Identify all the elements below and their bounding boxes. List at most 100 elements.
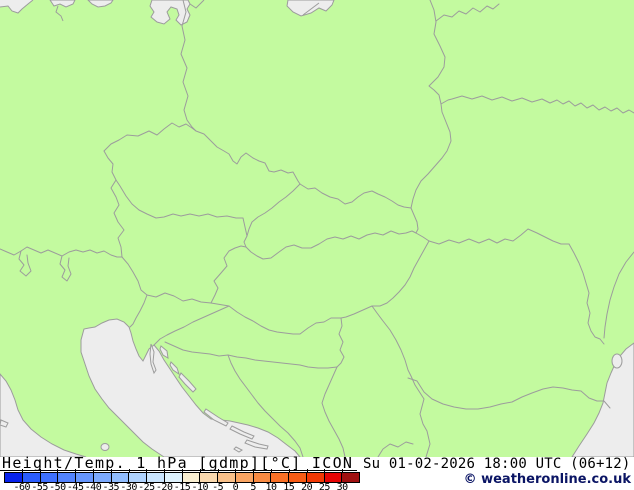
border-bosnia-serbia-drina xyxy=(321,366,346,458)
island-elba xyxy=(0,419,9,428)
title-underline xyxy=(0,470,357,471)
scale-segment-6 xyxy=(111,473,130,482)
lake-trasimeno xyxy=(100,443,110,451)
scale-tick--15 xyxy=(182,469,183,472)
scale-segment-16 xyxy=(289,473,307,482)
island-vis xyxy=(233,446,243,453)
border-romania-bulgaria-danube xyxy=(407,377,611,410)
scale-tick--60 xyxy=(21,469,23,472)
scale-label-10: 10 xyxy=(265,482,277,490)
scale-segment-4 xyxy=(76,473,94,482)
border-germany-poland xyxy=(180,0,197,132)
border-slovenia-croatia xyxy=(153,305,230,346)
island-cres xyxy=(149,343,157,375)
scale-label-30: 30 xyxy=(336,482,349,490)
scale-tick-10 xyxy=(271,469,272,472)
border-germany-austria xyxy=(110,179,125,258)
scale-segment-17 xyxy=(306,473,325,482)
scale-segment-13 xyxy=(235,473,254,482)
map-area xyxy=(0,0,634,458)
scale-label--10: -10 xyxy=(191,482,209,490)
scale-segment-1 xyxy=(22,473,41,482)
scale-segment-10 xyxy=(182,473,201,482)
border-hungary-romania xyxy=(371,240,430,307)
legend-title: Height/Temp. 1 hPa [gdmp][°C] ICON xyxy=(2,454,354,472)
ruegen-inlet xyxy=(49,0,76,8)
island-rab xyxy=(169,361,180,376)
europe-base-map xyxy=(0,0,634,458)
scale-tick-30 xyxy=(342,469,344,472)
scale-tick-0 xyxy=(235,469,237,472)
border-romania-ukraine xyxy=(428,228,570,245)
scale-label-15: 15 xyxy=(283,482,295,490)
usedom-inlet xyxy=(87,0,114,8)
border-serbia-romania xyxy=(371,305,431,458)
scale-tick--45 xyxy=(75,469,77,472)
scale-segment-7 xyxy=(129,473,147,482)
scale-label--55: -55 xyxy=(31,482,48,490)
scale-segment-2 xyxy=(40,473,59,482)
border-croatia-serbia xyxy=(336,317,345,368)
scale-label--30: -30 xyxy=(120,482,137,490)
scale-segment-18 xyxy=(324,473,343,482)
gdansk-bay xyxy=(286,0,335,17)
scale-segment-19 xyxy=(342,473,359,482)
scale-label--25: -25 xyxy=(138,482,155,490)
scale-segment-8 xyxy=(147,473,165,482)
baltic-sea xyxy=(0,0,33,13)
scale-tick--20 xyxy=(164,469,166,472)
scale-label--15: -15 xyxy=(173,482,191,490)
scale-segment-11 xyxy=(200,473,218,482)
scale-label--60: -60 xyxy=(13,482,31,490)
border-slovakia-ukraine xyxy=(410,207,419,234)
border-hungary-ukraine xyxy=(415,232,430,242)
border-romania-moldova xyxy=(568,243,605,345)
border-czech-north xyxy=(103,122,301,185)
island-hvar xyxy=(244,439,269,450)
border-austria-hungary xyxy=(210,245,247,304)
scale-segment-3 xyxy=(58,473,76,482)
scale-label-5: 5 xyxy=(250,482,256,490)
scale-label--35: -35 xyxy=(102,482,120,490)
island-pag xyxy=(178,372,197,393)
scale-tick--40 xyxy=(93,469,94,472)
scale-tick--35 xyxy=(110,469,112,472)
island-dugi-otok xyxy=(203,408,229,427)
scale-label--40: -40 xyxy=(84,482,102,490)
scale-tick-20 xyxy=(306,469,308,472)
scale-label-0: 0 xyxy=(232,482,239,490)
border-alps-wiggle-2 xyxy=(59,255,72,282)
border-hungary-croatia xyxy=(228,305,342,335)
scale-tick--10 xyxy=(199,469,201,472)
scale-label--50: -50 xyxy=(49,482,66,490)
razelm-lagoon xyxy=(611,353,623,369)
scale-label-20: 20 xyxy=(301,482,313,490)
border-alps-wiggle-1 xyxy=(18,250,32,277)
scale-segment-9 xyxy=(164,473,183,482)
scale-tick--50 xyxy=(57,469,59,472)
scale-segment-0 xyxy=(5,473,23,482)
scale-tick-15 xyxy=(288,469,290,472)
pomerania-coast xyxy=(189,0,205,9)
border-croatia-bosnia-sava xyxy=(164,341,338,369)
border-kaliningrad xyxy=(435,3,500,22)
border-belarus-ukraine xyxy=(440,95,634,114)
scale-segment-15 xyxy=(271,473,289,482)
scale-tick-25 xyxy=(324,469,326,472)
border-croatia-bosnia-south xyxy=(227,354,304,458)
vistula-lagoon xyxy=(302,2,320,16)
temperature-color-scale xyxy=(4,472,360,483)
scale-segment-14 xyxy=(253,473,272,482)
border-montenegro xyxy=(377,441,414,458)
forecast-datetime: Su 01-02-2026 18:00 UTC (06+12) xyxy=(363,456,631,472)
tyrrhenian-sea xyxy=(0,373,87,458)
scale-label-25: 25 xyxy=(318,482,331,490)
border-slovakia-hungary xyxy=(245,230,417,260)
border-austria-slovenia xyxy=(146,292,212,304)
baltic-coastline xyxy=(0,0,34,14)
oder-river xyxy=(55,5,64,22)
border-hungary-serbia xyxy=(340,305,373,319)
scale-segment-12 xyxy=(218,473,236,482)
border-czech-south xyxy=(103,150,248,237)
